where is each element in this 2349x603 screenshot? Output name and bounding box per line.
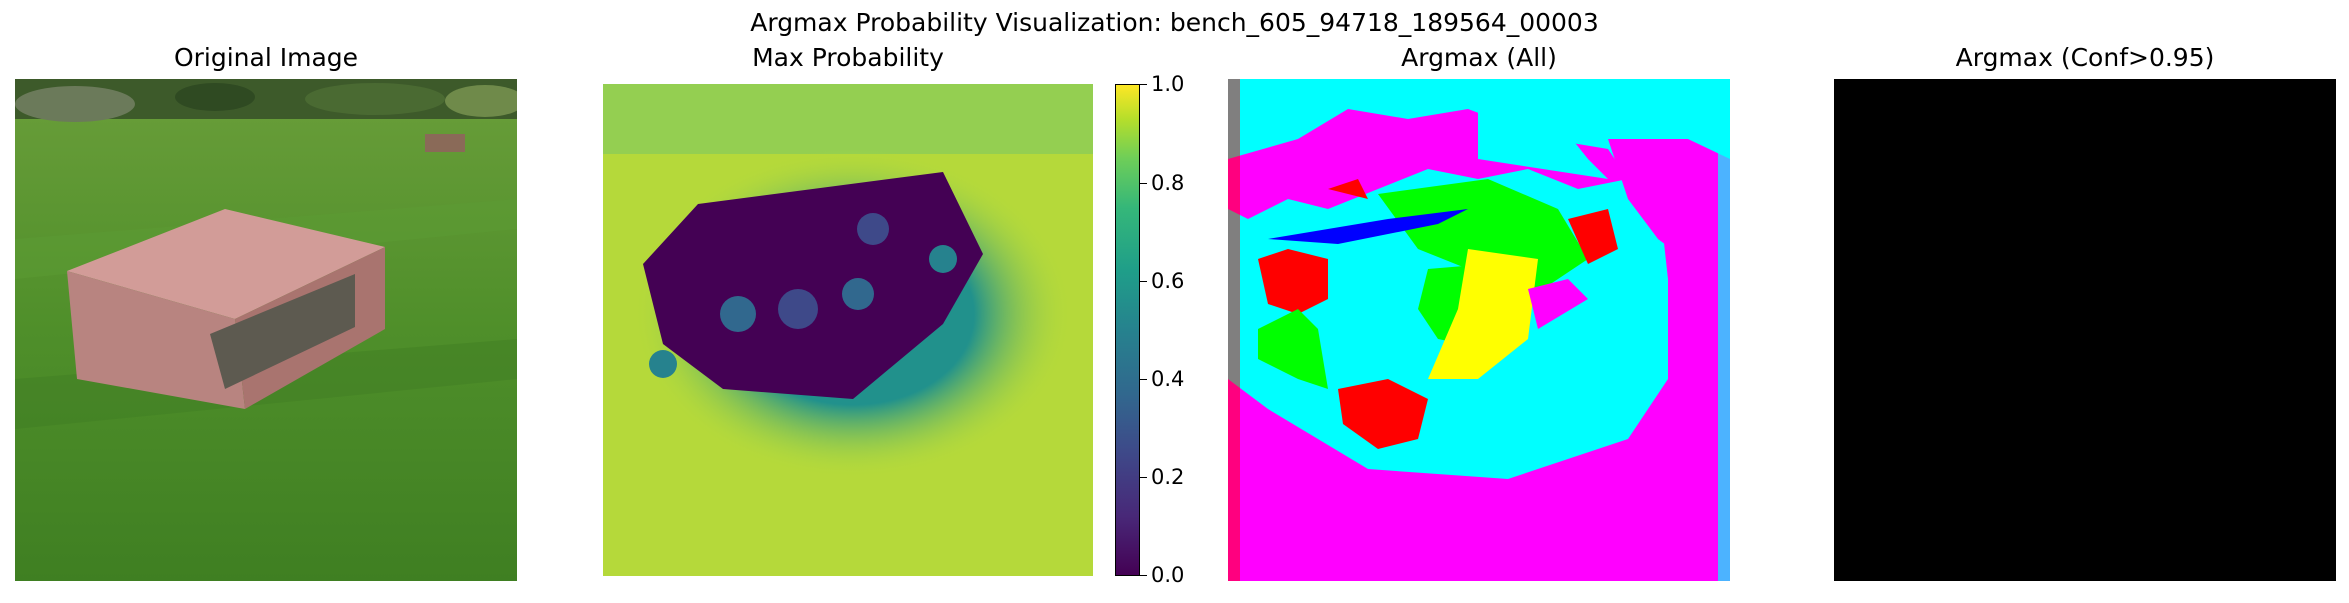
colorbar-tick-label: 1.0 — [1151, 72, 1185, 96]
colorbar-tick-label: 0.2 — [1151, 465, 1185, 489]
colorbar — [1115, 84, 1140, 576]
panel-title-argmax-all: Argmax (All) — [1401, 43, 1557, 72]
panel-title-argmax-conf: Argmax (Conf>0.95) — [1955, 43, 2215, 72]
max-probability-heatmap — [603, 84, 1093, 576]
colorbar-tick-label: 0.6 — [1151, 269, 1185, 293]
argmax-conf-segmentation — [1834, 79, 2336, 581]
figure-suptitle: Argmax Probability Visualization: bench_… — [750, 8, 1599, 37]
colorbar-tick — [1140, 379, 1147, 380]
colorbar-tick — [1140, 183, 1147, 184]
colorbar-tick-label: 0.0 — [1151, 563, 1185, 587]
colorbar-tick — [1140, 84, 1147, 85]
colorbar-tick-label: 0.4 — [1151, 367, 1185, 391]
colorbar-tick — [1140, 575, 1147, 576]
panel-title-original: Original Image — [173, 43, 359, 72]
panel-title-max-probability: Max Probability — [752, 43, 944, 72]
colorbar-tick-label: 0.8 — [1151, 171, 1185, 195]
argmax-all-segmentation — [1228, 79, 1730, 581]
original-image — [15, 79, 517, 581]
colorbar-tick — [1140, 281, 1147, 282]
colorbar-tick — [1140, 477, 1147, 478]
